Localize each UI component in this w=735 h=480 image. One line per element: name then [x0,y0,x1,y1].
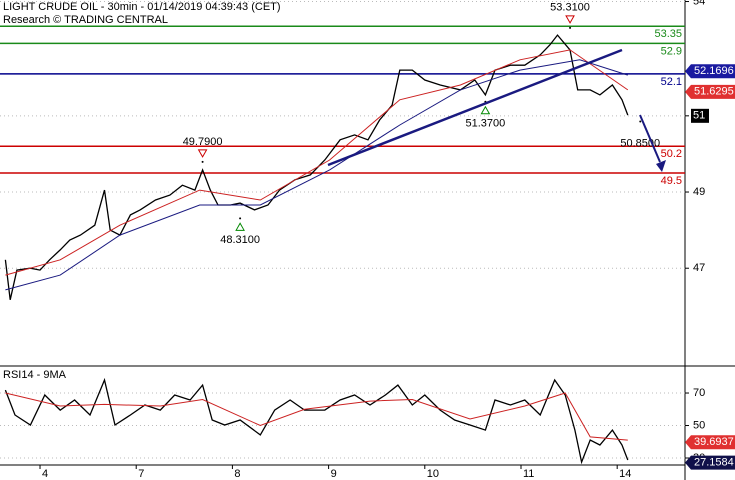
level-label: 52.9 [661,45,682,57]
y-tick-label: 49 [693,186,705,198]
annotation-point [639,120,642,123]
level-label: 52.1 [661,76,682,88]
series-line [4,377,629,465]
annotation-label: 48.3100 [220,234,260,246]
annotation-label: 53.3100 [550,2,590,14]
y-tick-label: 50 [693,419,705,431]
y-tick-label: 47 [693,262,705,274]
x-tick-label: 9 [331,468,337,480]
price-box [685,435,735,450]
annotation-point [239,217,242,220]
arrow-head [656,160,666,172]
annotation-point [201,160,204,163]
price-box-label: 52.1696 [694,65,734,77]
level-label: 50.2 [661,148,682,160]
price-box [685,84,735,99]
price-box [685,64,735,79]
y-tick-box [691,108,709,123]
x-tick-label: 4 [42,468,48,480]
annotation-marker [480,105,491,115]
forecast-arrow [639,114,661,163]
y-tick-label: 70 [693,387,705,399]
x-tick-label: 8 [234,468,240,480]
trend-line [327,48,623,167]
level-label: 53.35 [654,28,682,40]
annotation-marker [565,15,575,24]
price-box [685,455,735,470]
y-tick-label: 54 [693,0,705,7]
x-tick-label: 7 [138,468,144,480]
series-line [5,392,628,441]
annotation-label: 49.7900 [183,136,223,148]
series-line [5,49,629,276]
x-tick-label: 14 [619,468,631,480]
chart-title: LIGHT CRUDE OIL - 30min - 01/14/2019 04:… [3,1,281,13]
x-tick-label: 10 [427,468,439,480]
annotation-marker [235,222,245,231]
series-line [5,59,628,291]
x-tick-label: 11 [523,468,534,480]
annotation-point [569,26,572,29]
price-box-label: 39.6937 [694,436,734,448]
level-label: 49.5 [661,175,682,187]
annotation-label: 51.3700 [466,118,506,130]
chart-subtitle: Research © TRADING CENTRAL [3,14,168,26]
price-box-label: 51.6295 [694,86,734,98]
indicator-title: RSI14 - 9MA [3,369,67,381]
y-tick-label: 51 [693,110,705,122]
price-box-label: 27.1584 [694,457,734,469]
annotation-marker [197,149,208,158]
